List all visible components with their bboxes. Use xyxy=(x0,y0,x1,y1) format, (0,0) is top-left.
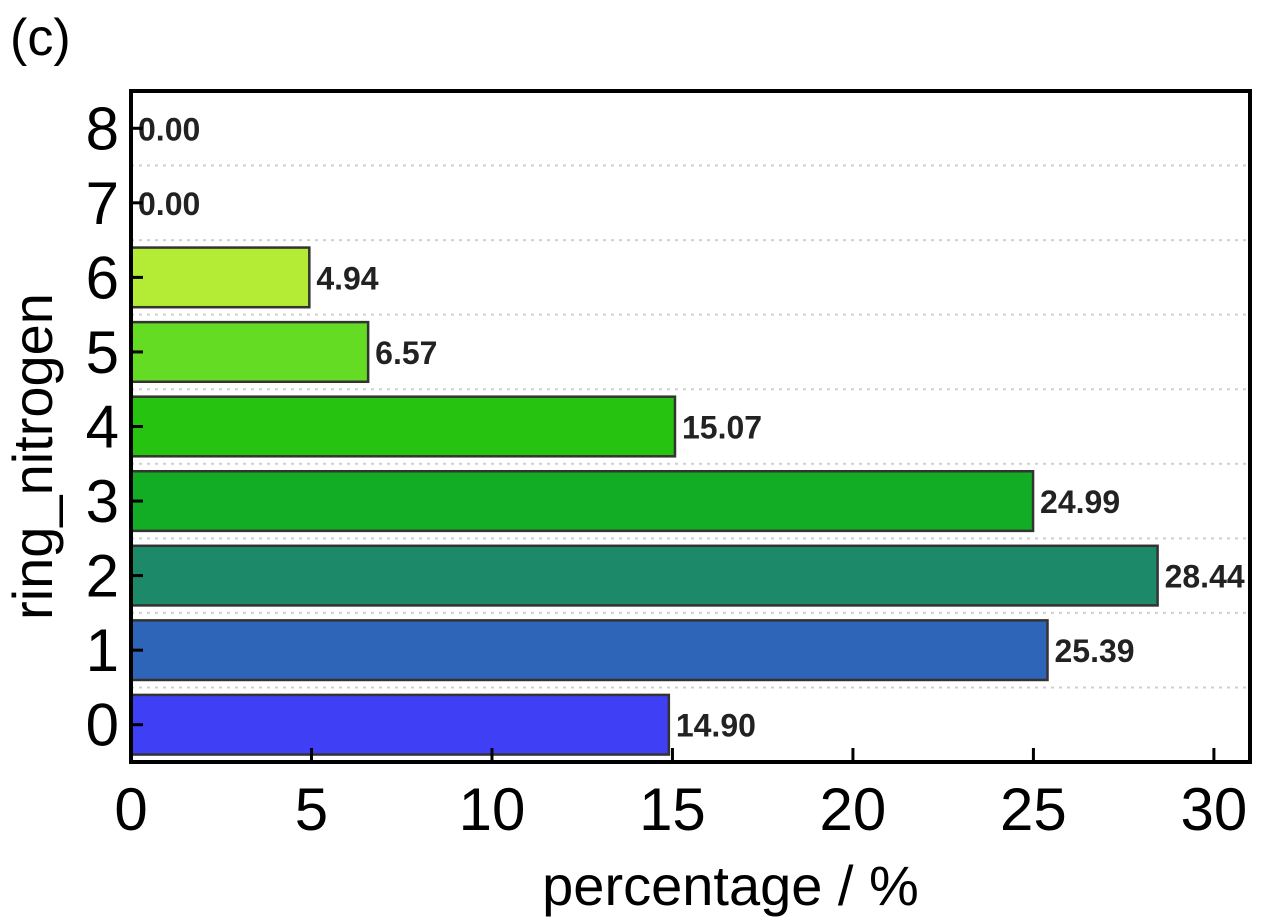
bars-group xyxy=(129,246,1159,756)
bar-2 xyxy=(129,544,1159,607)
y-axis-ticks: 0 1 2 3 4 5 6 7 8 xyxy=(86,95,143,759)
bar-3 xyxy=(129,469,1035,533)
y-axis-title: ring_nitrogen xyxy=(1,293,64,620)
data-label-5: 6.57 xyxy=(375,335,437,371)
y-tick-label: 5 xyxy=(86,319,119,386)
x-tick-label: 15 xyxy=(639,776,706,843)
y-tick-label: 3 xyxy=(86,468,119,535)
bar-5 xyxy=(129,320,370,384)
data-label-7: 0.00 xyxy=(138,186,200,222)
bar-6 xyxy=(129,246,311,309)
x-tick-label: 0 xyxy=(114,776,147,843)
y-tick-label: 2 xyxy=(86,543,119,610)
x-tick-label: 30 xyxy=(1181,776,1248,843)
x-tick-label: 25 xyxy=(1000,776,1067,843)
data-label-0: 14.90 xyxy=(676,708,756,744)
data-label-6: 4.94 xyxy=(316,260,378,296)
grid-lines xyxy=(131,164,1250,689)
y-tick-label: 7 xyxy=(86,170,119,237)
y-tick-label: 8 xyxy=(86,95,119,162)
data-label-4: 15.07 xyxy=(682,410,762,446)
data-label-1: 25.39 xyxy=(1054,633,1134,669)
y-tick-label: 0 xyxy=(86,692,119,759)
bar-0 xyxy=(129,693,671,756)
x-axis-ticks: 0 5 10 15 20 25 30 xyxy=(114,748,1247,843)
data-label-8: 0.00 xyxy=(138,111,200,147)
x-axis-title: percentage / % xyxy=(542,854,919,917)
x-tick-label: 10 xyxy=(459,776,526,843)
y-tick-label: 1 xyxy=(86,617,119,684)
data-labels-group: 14.90 25.39 28.44 24.99 15.07 6.57 4.94 0.00 0.0… xyxy=(138,111,1245,743)
bar-4 xyxy=(129,395,677,458)
panel-label: (c) xyxy=(10,9,71,67)
data-label-2: 28.44 xyxy=(1165,559,1245,595)
y-tick-label: 4 xyxy=(86,394,119,461)
bar-1 xyxy=(129,619,1049,682)
x-tick-label: 20 xyxy=(820,776,887,843)
y-tick-label: 6 xyxy=(86,244,119,311)
data-label-3: 24.99 xyxy=(1040,484,1120,520)
x-tick-label: 5 xyxy=(295,776,328,843)
